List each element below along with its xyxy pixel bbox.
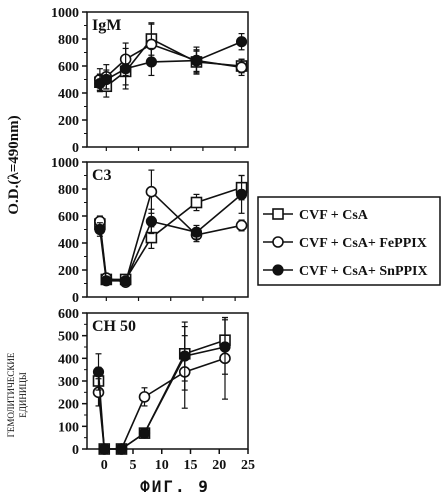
data-point [145,215,157,227]
series-open-circle [94,169,248,288]
data-point [190,54,203,67]
y-tick-label: 100 [58,420,79,435]
series-open-circle [92,316,231,455]
x-tick-label: 25 [241,458,255,473]
data-point [235,188,248,200]
data-point [190,226,203,238]
data-point [219,341,231,353]
panel-title: C3 [92,167,112,184]
figure-caption: ФИГ. 9 [140,477,210,496]
data-point [100,73,112,86]
y-tick-label: 800 [58,33,79,48]
secondary-y-label-line1: ГЕМОЛИТИЧЕСКИЕ [6,352,16,437]
y-tick-label: 200 [58,398,79,413]
series-line [99,186,242,281]
legend-marker [272,264,284,276]
legend-item: CVF + CsA [263,208,369,223]
y-tick-label: 300 [58,375,79,390]
y-tick-label: 600 [58,307,79,322]
panel-igm: 0 200 400 600 800 1000 IgM [51,6,249,156]
panels: 02004006008001000IgM02004006008001000C30… [51,6,255,473]
data-point [120,63,132,75]
legend-marker [272,208,284,220]
series-filled-circle [92,319,231,455]
data-point [115,443,128,455]
data-point [138,391,151,403]
y-tick-label: 500 [58,330,79,345]
legend-label: CVF + CsA+ FePPIX [299,236,427,251]
secondary-y-label: ГЕМОЛИТИЧЕСКИЕ ЕДИНИЦЫ [6,352,28,437]
y-tick-label: 0 [72,443,79,458]
data-point [190,196,203,209]
y-axis-label-text: O.D.(λ=490nm) [6,115,22,214]
y-tick-label: 200 [58,264,79,279]
data-point [138,427,151,439]
x-tick-label: 10 [155,458,169,473]
series-line [99,190,242,284]
secondary-y-label-line2: ЕДИНИЦЫ [18,372,28,418]
y-axis-label: O.D.(λ=490nm) [6,115,22,214]
y-tick-label: 0 [72,291,79,306]
panel-title: IgM [92,17,121,34]
data-point [94,223,106,236]
y-tick-label: 200 [58,114,79,129]
data-point [235,219,248,232]
y-tick-label: 800 [58,183,79,198]
legend-marker [272,236,284,248]
panel-title: CH 50 [92,318,136,335]
y-tick-label: 600 [58,210,79,225]
data-point [120,275,132,287]
data-point [98,443,110,455]
x-tick-label: 5 [130,458,137,473]
y-tick-label: 0 [72,141,79,156]
series-line [97,346,226,450]
y-tick-label: 400 [58,87,79,102]
series-filled-circle [94,174,248,287]
x-tick-label: 15 [184,458,198,473]
data-point [92,366,105,378]
series-filled-circle [94,32,248,93]
data-point [145,185,158,198]
y-tick-label: 1000 [51,156,79,171]
legend-item: CVF + CsA+ SnPPIX [263,264,428,279]
y-tick-label: 600 [58,60,79,75]
y-tick-label: 400 [58,352,79,367]
series-line [99,193,243,282]
data-point [145,56,157,68]
y-tick-label: 400 [58,237,79,252]
series-line [97,339,226,450]
x-tick-label: 20 [212,458,226,473]
data-point [235,61,248,74]
legend-label: CVF + CsA+ SnPPIX [299,264,428,279]
x-tick-label: 0 [101,458,108,473]
panel-ch-50: 0 100 200 300 400 500 600 0 5 10 15 20 25 CH 50 [58,307,255,473]
legend-label: CVF + CsA [299,208,369,223]
series-open-circle [94,23,248,91]
legend-item: CVF + CsA+ FePPIX [263,236,427,251]
y-tick-label: 1000 [51,6,79,21]
data-point [100,275,112,287]
legend: CVF + CsA CVF + CsA+ FePPIX CVF + CsA+ SnP… [257,196,441,286]
data-point [235,36,248,48]
series-line [97,357,226,450]
panel-c3: 0 200 400 600 800 1000 C3 [51,156,249,306]
data-point [179,350,191,362]
